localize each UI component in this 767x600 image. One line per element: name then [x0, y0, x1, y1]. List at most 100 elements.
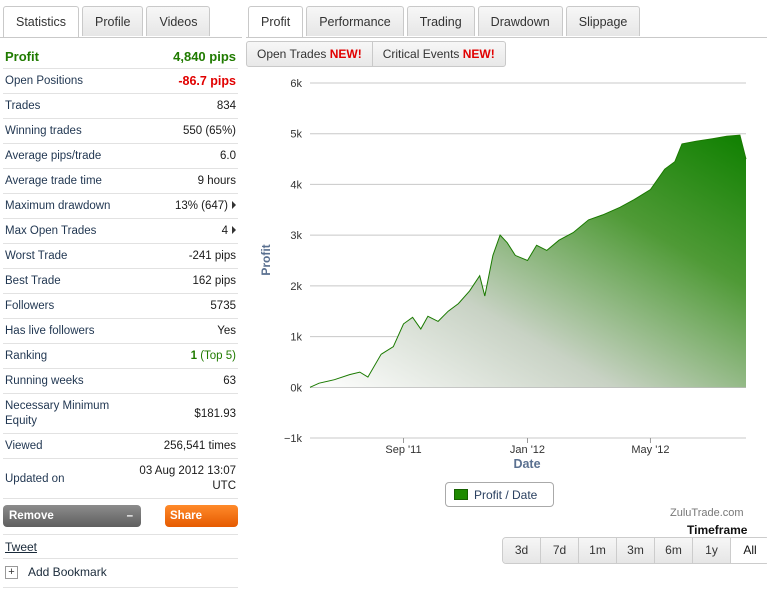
- stat-row-viewed: Viewed 256,541 times: [3, 434, 238, 459]
- new-badge: NEW!: [462, 47, 495, 61]
- legend-label: Profit / Date: [474, 487, 538, 502]
- credit-text: ZuluTrade.com: [670, 507, 744, 519]
- statistics-table: Profit 4,840 pips Open Positions -86.7 p…: [3, 44, 238, 499]
- stat-label: Winning trades: [5, 125, 82, 137]
- chart-legend[interactable]: Profit / Date: [445, 482, 554, 507]
- stat-value: 4,840 pips: [173, 48, 236, 64]
- stat-value: -241 pips: [188, 250, 236, 262]
- divider: [3, 558, 238, 559]
- stat-row-max-drawdown[interactable]: Maximum drawdown 13% (647): [3, 194, 238, 219]
- stat-row-min-equity: Necessary Minimum Equity $181.93: [3, 394, 238, 434]
- x-axis-label: Date: [513, 457, 540, 471]
- stat-value: 63: [223, 375, 236, 387]
- stat-label: Average trade time: [5, 175, 102, 187]
- subtab-label: Open Trades: [257, 47, 327, 61]
- stat-row-winning-trades: Winning trades 550 (65%): [3, 119, 238, 144]
- stat-value: 162 pips: [192, 275, 236, 287]
- stat-value: -86.7 pips: [178, 74, 236, 88]
- expand-arrow-icon[interactable]: [232, 201, 236, 209]
- add-bookmark-button[interactable]: + Add Bookmark: [5, 565, 107, 579]
- x-tick-label: Jan '12: [510, 444, 545, 456]
- timeframe-1m[interactable]: 1m: [579, 538, 617, 563]
- stat-value: Yes: [217, 325, 236, 337]
- minus-icon: –: [126, 510, 133, 522]
- y-tick-label: 5k: [290, 129, 302, 141]
- expand-arrow-icon[interactable]: [232, 226, 236, 234]
- remove-label: Remove: [9, 510, 54, 522]
- subtab-label: Critical Events: [382, 47, 460, 61]
- profit-area: [310, 135, 746, 388]
- stat-value: 6.0: [220, 150, 236, 162]
- x-axis-ticks: Sep '11 Jan '12 May '12: [385, 438, 670, 456]
- x-tick-label: May '12: [631, 444, 669, 456]
- y-axis-label: Profit: [259, 244, 273, 275]
- divider: [3, 534, 238, 535]
- action-buttons: Remove – Share: [3, 505, 238, 527]
- stat-row-worst-trade: Worst Trade -241 pips: [3, 244, 238, 269]
- stat-row-followers: Followers 5735: [3, 294, 238, 319]
- tab-statistics[interactable]: Statistics: [3, 6, 80, 38]
- tab-performance[interactable]: Performance: [306, 6, 404, 36]
- stat-label: Profit: [5, 48, 39, 64]
- stat-label: Updated on: [5, 472, 65, 485]
- stat-label: Followers: [5, 300, 55, 312]
- timeframe-3m[interactable]: 3m: [617, 538, 655, 563]
- stat-label: Ranking: [5, 350, 48, 362]
- y-tick-label: 6k: [290, 78, 302, 90]
- stat-label: Trades: [5, 100, 41, 112]
- timeframe-6m[interactable]: 6m: [655, 538, 693, 563]
- stat-row-profit: Profit 4,840 pips: [3, 44, 238, 69]
- rank-group: (Top 5): [200, 350, 236, 362]
- subtab-critical-events[interactable]: Critical Events NEW!: [373, 42, 505, 66]
- stat-label: Has live followers: [5, 325, 95, 337]
- y-tick-label: 1k: [290, 332, 302, 344]
- timeframe-7d[interactable]: 7d: [541, 538, 579, 563]
- y-tick-label: 2k: [290, 281, 302, 293]
- subtab-open-trades[interactable]: Open Trades NEW!: [247, 42, 373, 66]
- tab-slippage[interactable]: Slippage: [565, 6, 641, 36]
- rank-number: 1: [190, 350, 197, 362]
- stat-row-max-open-trades[interactable]: Max Open Trades 4: [3, 219, 238, 244]
- timeframe-1y[interactable]: 1y: [693, 538, 731, 563]
- y-tick-label: 0k: [290, 382, 302, 394]
- tab-profile[interactable]: Profile: [82, 6, 144, 36]
- stat-row-average-time: Average trade time 9 hours: [3, 169, 238, 194]
- stat-value: 834: [216, 100, 236, 112]
- chart-tabs: Profit Performance Trading Drawdown Slip…: [248, 6, 643, 38]
- tab-trading[interactable]: Trading: [406, 6, 475, 36]
- tweet-link[interactable]: Tweet: [5, 540, 38, 554]
- share-button[interactable]: Share: [165, 505, 238, 527]
- y-axis-ticks: −1k 0k 1k 2k 3k 4k 5k 6k: [284, 78, 303, 445]
- stat-row-live-followers: Has live followers Yes: [3, 319, 238, 344]
- tab-profit[interactable]: Profit: [248, 6, 304, 38]
- stat-value: 550 (65%): [182, 125, 236, 137]
- timeframe-All[interactable]: All: [731, 538, 767, 563]
- drawdown-value: 13% (647): [174, 200, 228, 212]
- updated-date: 03 Aug 2012 13:07: [139, 464, 236, 477]
- y-tick-label: 4k: [290, 179, 302, 191]
- stat-label: Best Trade: [5, 275, 61, 287]
- timeframe-label: Timeframe: [687, 523, 748, 537]
- stat-label: Maximum drawdown: [5, 200, 111, 212]
- timeframe-3d[interactable]: 3d: [503, 538, 541, 563]
- tab-videos[interactable]: Videos: [146, 6, 211, 36]
- remove-button[interactable]: Remove –: [3, 505, 141, 527]
- tab-drawdown[interactable]: Drawdown: [477, 6, 563, 36]
- stat-value: $181.93: [194, 407, 236, 420]
- stat-label: Max Open Trades: [5, 225, 97, 237]
- stat-row-ranking: Ranking 1 (Top 5): [3, 344, 238, 369]
- right-panel: Profit Performance Trading Drawdown Slip…: [246, 0, 767, 600]
- max-open-value: 4: [221, 225, 228, 237]
- divider: [3, 587, 238, 588]
- stat-row-trades: Trades 834: [3, 94, 238, 119]
- y-tick-label: 3k: [290, 230, 302, 242]
- stat-value: 03 Aug 2012 13:07 UTC: [139, 464, 236, 494]
- stat-value: 5735: [210, 300, 236, 312]
- stat-label: Worst Trade: [5, 250, 68, 262]
- updated-timezone: UTC: [212, 479, 236, 492]
- stat-value: 256,541 times: [163, 440, 236, 452]
- stat-value: 13% (647): [175, 200, 236, 212]
- stat-value: 4: [222, 225, 236, 237]
- stat-label: Viewed: [5, 440, 43, 452]
